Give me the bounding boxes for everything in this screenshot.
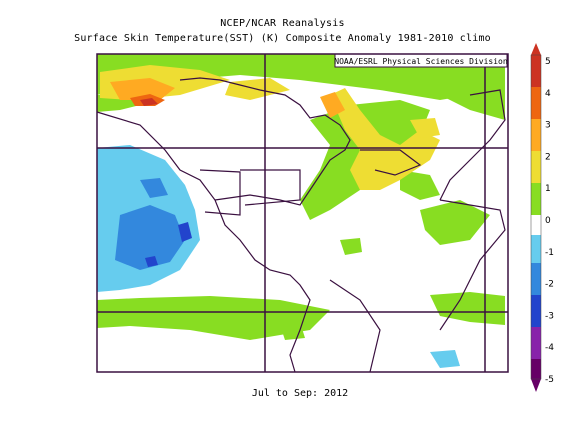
grid-lines — [97, 54, 508, 372]
hot-anomaly-region — [110, 78, 345, 118]
colorbar-tick-label: -4 — [545, 343, 554, 353]
colorbar-tick-label: 0 — [545, 216, 551, 226]
colorbar-bottom-arrow — [531, 379, 541, 392]
colorbar-tick-label: 2 — [545, 152, 551, 162]
colorbar-tick-label: 1 — [545, 184, 551, 194]
coastlines — [96, 77, 506, 373]
colorbar-tick-label: 4 — [545, 89, 551, 99]
strong-negative-anomaly-region — [115, 178, 185, 270]
colorbar-tick-label: -2 — [545, 280, 554, 290]
colorbar-tick-label: 3 — [545, 121, 551, 131]
colorbar-tick-label: -5 — [545, 375, 554, 385]
credit-text: NOAA/ESRL Physical Sciences Division — [334, 57, 508, 66]
map-border — [96, 53, 509, 373]
stronger-negative-anomaly-region — [145, 222, 192, 267]
extreme-hot-anomaly-region — [140, 98, 158, 106]
colorbar: 5 4 3 2 1 0 -1 -2 -3 -4 -5 — [530, 43, 554, 392]
colorbar-top-arrow — [531, 43, 541, 55]
colorbar-tick-label: 5 — [545, 57, 551, 67]
colorbar-tick-labels: 5 4 3 2 1 0 -1 -2 -3 -4 -5 — [545, 57, 554, 385]
period-label: Jul to Sep: 2012 — [251, 388, 349, 399]
colorbar-tick-label: -3 — [545, 311, 554, 321]
title-line-1: NCEP/NCAR Reanalysis — [220, 18, 345, 29]
colorbar-tick-label: -1 — [545, 248, 554, 258]
map-field: NOAA/ESRL Physical Sciences Division — [96, 53, 509, 373]
title-line-2: Surface Skin Temperature(SST) (K) Compos… — [74, 33, 491, 44]
